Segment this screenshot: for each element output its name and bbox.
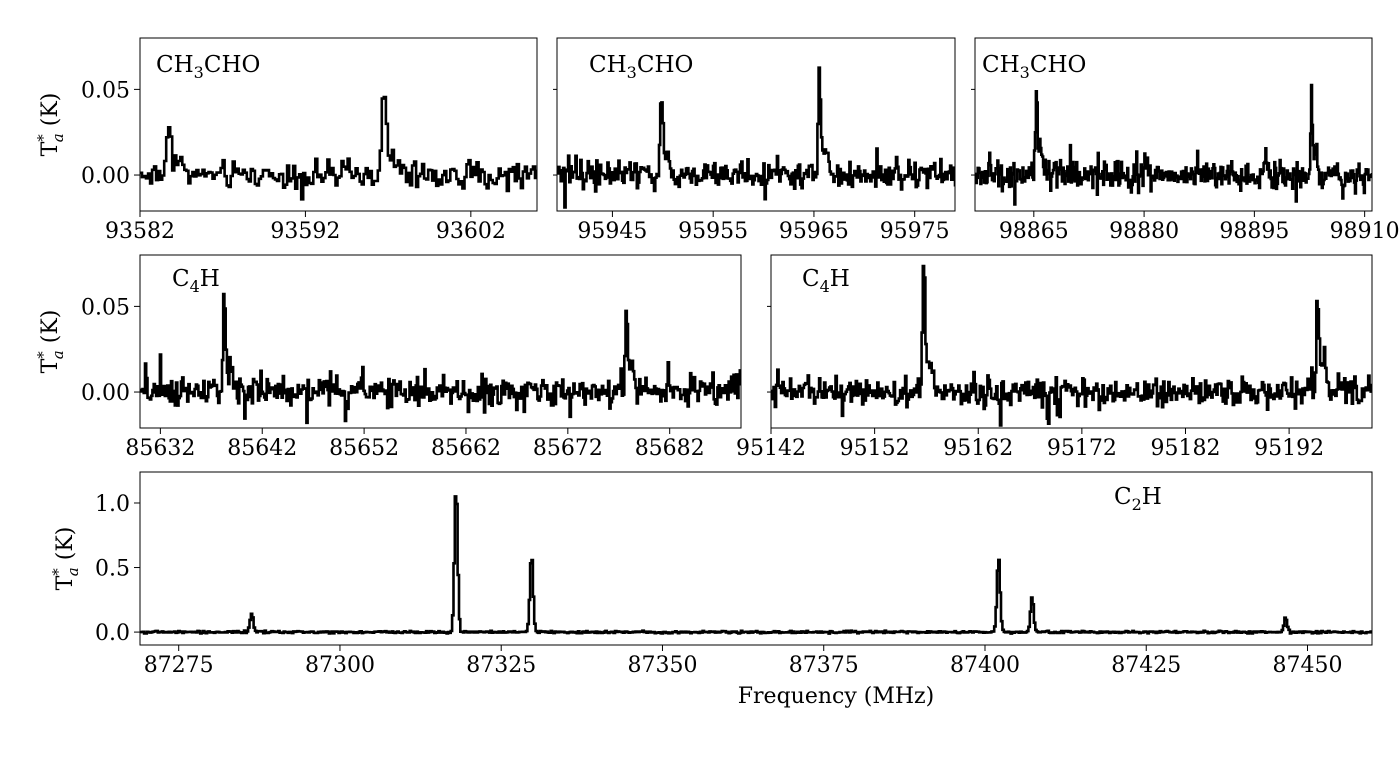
x-tick-label: 95965 (779, 219, 849, 244)
x-tick-label: 95192 (1254, 436, 1324, 461)
y-axis-label: T*a (K) (34, 93, 67, 157)
x-tick-label: 98895 (1219, 219, 1289, 244)
x-tick-label: 93592 (270, 219, 340, 244)
y-axis-label: T*a (K) (34, 310, 67, 374)
y-axis-label: T*a (K) (49, 527, 82, 591)
x-tick-label: 87350 (627, 653, 697, 678)
x-tick-label: 98880 (1109, 219, 1179, 244)
x-tick-label: 85652 (329, 436, 399, 461)
x-tick-label: 87325 (466, 653, 536, 678)
spectrum-line (557, 66, 955, 209)
x-tick-label: 87300 (305, 653, 375, 678)
molecule-label: C2H (1114, 484, 1162, 514)
y-tick-label: 0.0 (95, 621, 130, 646)
spectrum-panel-d: 85632 85642 85652 85662 85672 85682 0.05 0.00 T*… (34, 254, 742, 461)
plot-frame (770, 254, 1373, 429)
spectrum-panel-a: 93582 93592 93602 0.05 0.00 T*a (K) CH3CHO (34, 37, 538, 244)
x-tick-label: 87275 (144, 653, 214, 678)
x-tick-label: 95152 (840, 436, 910, 461)
x-tick-label: 93582 (105, 219, 175, 244)
plot-frame (974, 37, 1373, 212)
spectrum-panel-b: 95945 95955 95965 95975 CH3CHO (553, 37, 956, 244)
molecule-label: CH3CHO (156, 52, 260, 82)
plot-frame (139, 37, 538, 212)
plot-frame (139, 471, 1373, 646)
spectrum-panel-f: 87275 87300 87325 87350 87375 87400 87425 87450… (49, 471, 1373, 709)
x-axis-label: Frequency (MHz) (738, 684, 934, 709)
x-tick-label: 87400 (950, 653, 1020, 678)
y-tick-label: 0.5 (95, 557, 130, 582)
x-tick-label: 95172 (1047, 436, 1117, 461)
y-tick-label: 0.00 (81, 381, 130, 406)
spectrum-line (771, 264, 1372, 427)
y-tick-label: 0.00 (81, 164, 130, 189)
x-tick-label: 95975 (880, 219, 950, 244)
spectrum-panel-e: 95142 95152 95162 95172 95182 95192 C4H (736, 254, 1373, 461)
y-tick-label: 0.05 (81, 78, 130, 103)
x-tick-label: 95955 (678, 219, 748, 244)
spectrum-panel-c: 98865 98880 98895 98910 CH3CHO (971, 37, 1400, 244)
molecule-label: CH3CHO (982, 52, 1086, 82)
y-tick-label: 0.05 (81, 295, 130, 320)
x-tick-label: 98910 (1330, 219, 1400, 244)
x-tick-label: 85632 (125, 436, 195, 461)
spectrum-line (140, 495, 1372, 635)
x-tick-label: 95182 (1150, 436, 1220, 461)
molecule-label: CH3CHO (589, 52, 693, 82)
spectrum-line (140, 95, 537, 201)
x-tick-label: 85662 (431, 436, 501, 461)
x-tick-label: 87450 (1272, 653, 1342, 678)
x-tick-label: 85682 (635, 436, 705, 461)
x-tick-label: 85672 (533, 436, 603, 461)
molecule-label: C4H (802, 266, 850, 296)
y-tick-label: 1.0 (95, 492, 130, 517)
spectrum-line (975, 83, 1372, 206)
x-tick-label: 87375 (789, 653, 859, 678)
spectrum-line (140, 292, 741, 425)
x-tick-label: 98865 (999, 219, 1069, 244)
x-tick-label: 95945 (577, 219, 647, 244)
x-tick-label: 93602 (436, 219, 506, 244)
x-tick-label: 95142 (736, 436, 806, 461)
plot-frame (139, 254, 742, 429)
x-tick-label: 85642 (227, 436, 297, 461)
molecule-label: C4H (172, 266, 220, 296)
plot-frame (556, 37, 956, 212)
x-tick-label: 95162 (943, 436, 1013, 461)
x-tick-label: 87425 (1111, 653, 1181, 678)
